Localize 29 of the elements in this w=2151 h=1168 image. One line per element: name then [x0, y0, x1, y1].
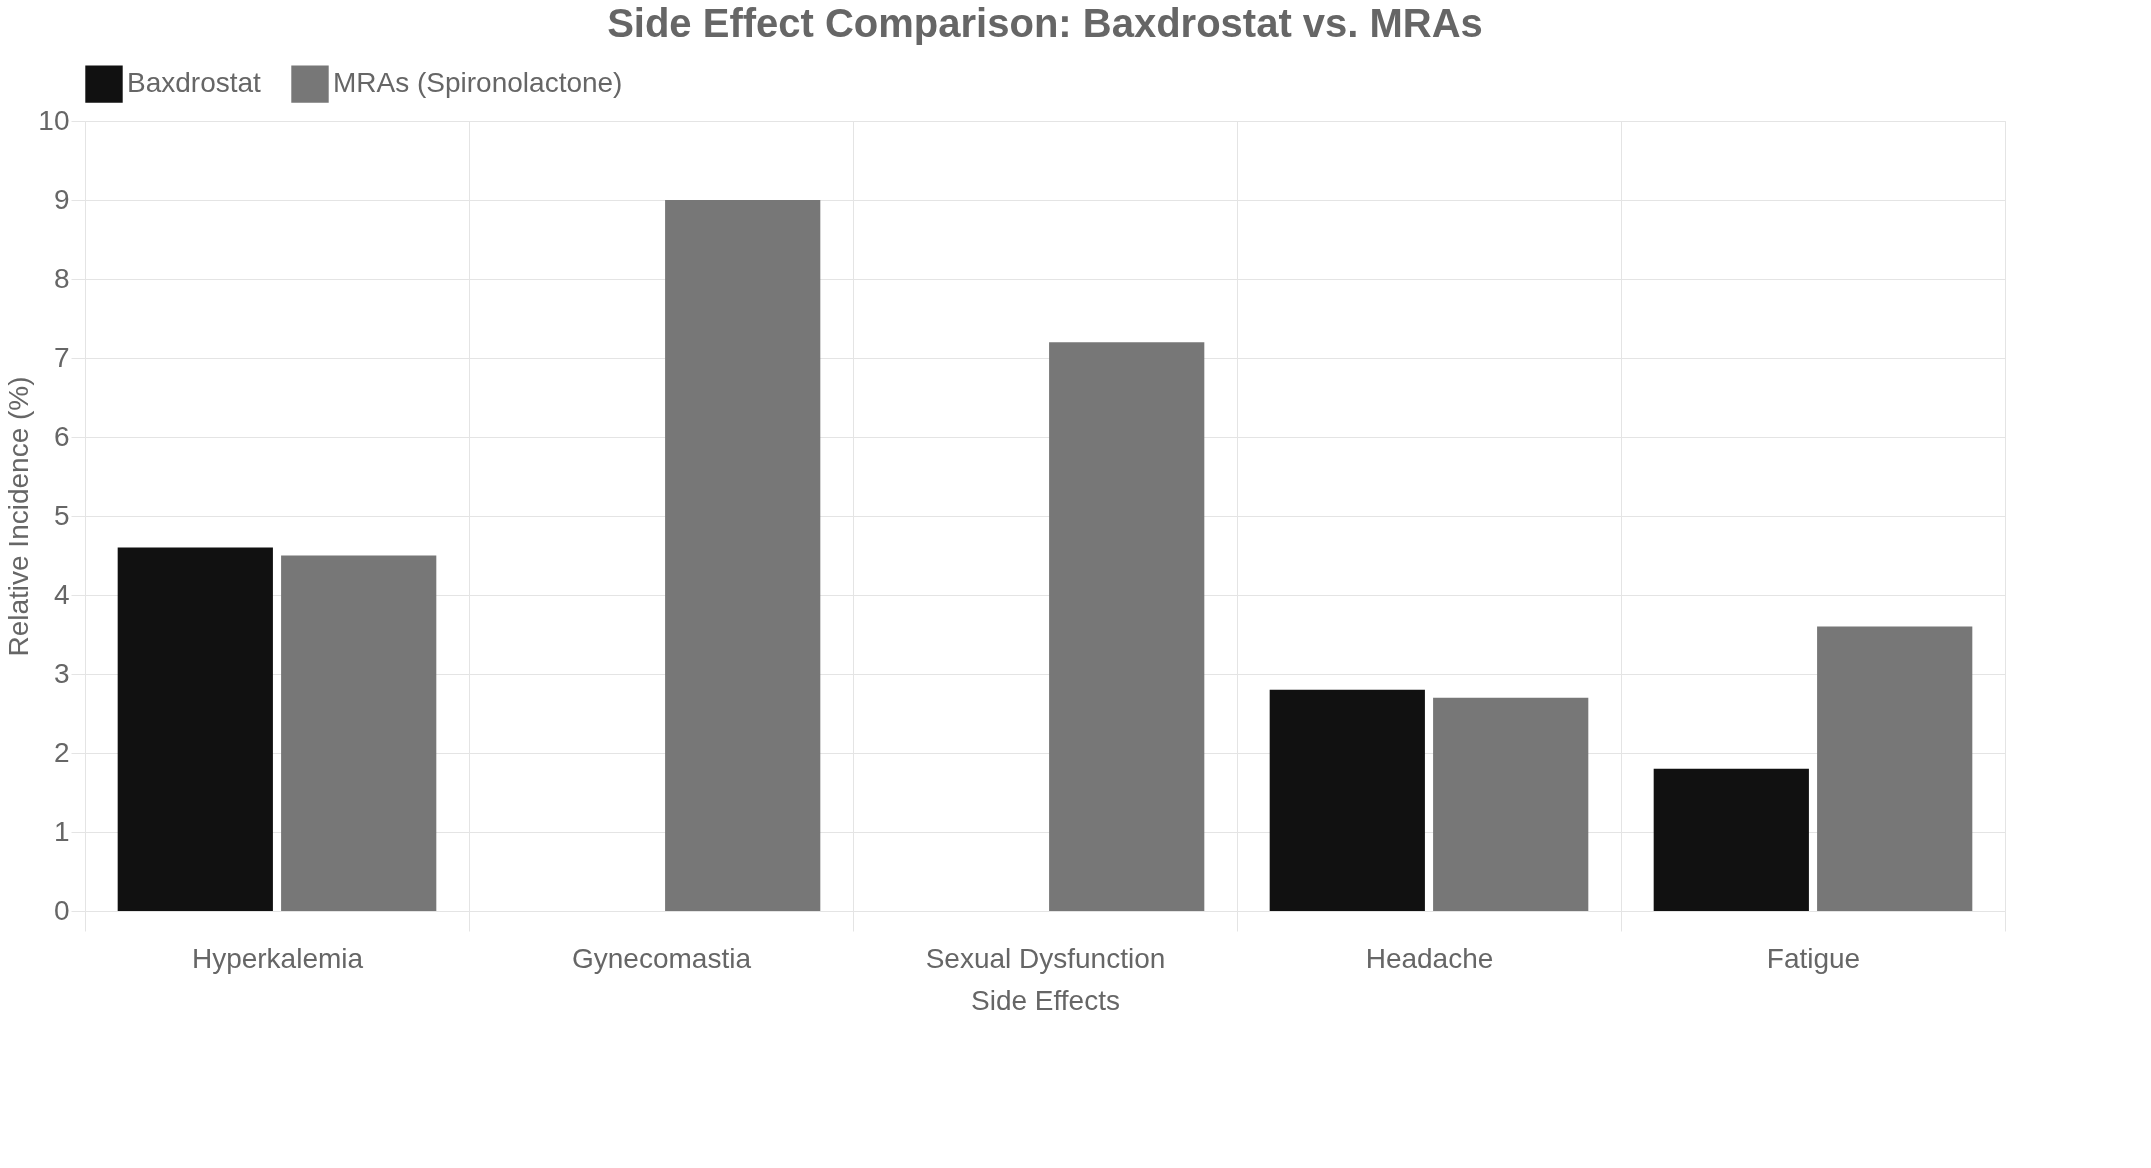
y-tick-label: 0 — [53, 894, 70, 926]
bar — [281, 555, 437, 911]
y-tick-label: 5 — [53, 499, 70, 531]
chart-title: Side Effect Comparison: Baxdrostat vs. MRAs — [607, 1, 1483, 45]
y-tick-label: 6 — [53, 420, 70, 452]
x-tick-label: Gynecomastia — [572, 942, 752, 974]
y-tick-label: 10 — [38, 104, 70, 136]
legend-label: MRAs (Spironolactone) — [333, 67, 623, 99]
x-axis-title: Side Effects — [971, 984, 1120, 1016]
x-tick-label: Sexual Dysfunction — [925, 942, 1166, 974]
y-tick-label: 8 — [53, 262, 70, 294]
legend-label: Baxdrostat — [127, 67, 262, 99]
y-tick-label: 2 — [53, 736, 70, 768]
bar — [1817, 626, 1973, 911]
y-tick-label: 1 — [53, 815, 70, 847]
bar — [1049, 342, 1205, 911]
bar — [1269, 689, 1425, 911]
bar — [1433, 697, 1589, 911]
bar — [1653, 768, 1809, 911]
y-tick-label: 9 — [53, 183, 70, 215]
y-tick-label: 3 — [53, 657, 70, 689]
bar — [117, 547, 273, 911]
y-axis-title: Relative Incidence (%) — [3, 376, 35, 657]
x-tick-label: Fatigue — [1766, 942, 1861, 974]
x-tick-label: Hyperkalemia — [191, 942, 364, 974]
x-tick-label: Headache — [1365, 942, 1494, 974]
y-tick-label: 4 — [53, 578, 70, 610]
bar — [665, 200, 821, 911]
y-tick-label: 7 — [53, 341, 70, 373]
